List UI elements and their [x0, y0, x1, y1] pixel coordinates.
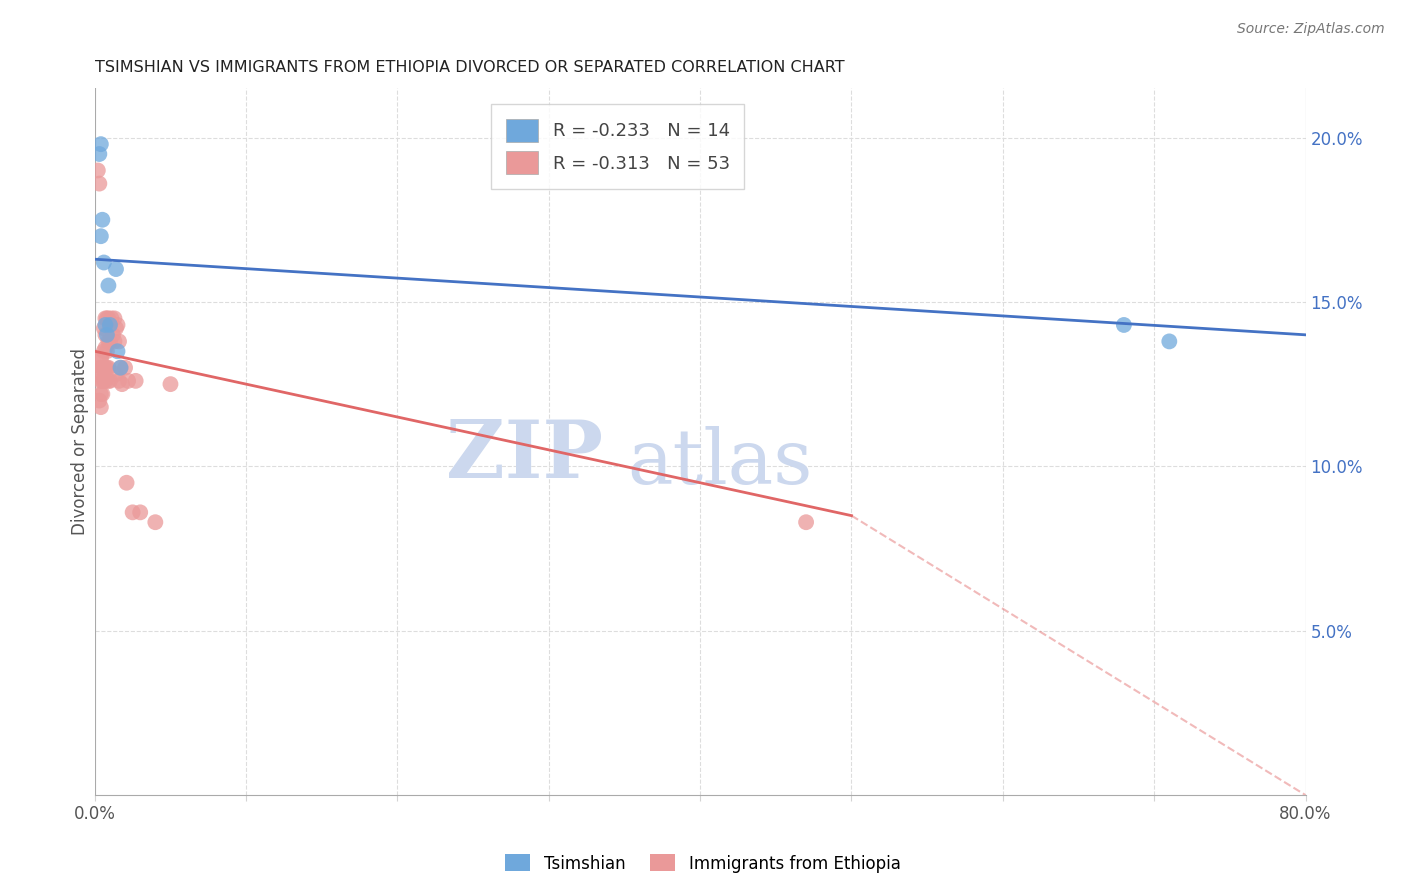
Point [100, 311, 122, 326]
Point [98, 318, 121, 332]
Point [107, 318, 129, 332]
Point [108, 374, 131, 388]
Point [97, 278, 120, 293]
Point [104, 321, 127, 335]
Point [97, 311, 120, 326]
Y-axis label: Divorced or Separated: Divorced or Separated [72, 348, 89, 535]
Point [97, 360, 120, 375]
Point [121, 505, 143, 519]
Point [90, 400, 112, 414]
Point [89, 177, 111, 191]
Point [159, 377, 181, 392]
Point [90, 387, 112, 401]
Point [94, 374, 117, 388]
Point [90, 229, 112, 244]
Point [96, 360, 118, 375]
Point [93, 374, 115, 388]
Point [89, 393, 111, 408]
Point [96, 344, 118, 359]
Point [91, 360, 114, 375]
Point [103, 334, 125, 349]
Point [98, 374, 121, 388]
Point [107, 344, 129, 359]
Point [110, 360, 132, 375]
Text: atlas: atlas [627, 425, 813, 500]
Point [93, 321, 115, 335]
Point [108, 334, 131, 349]
Legend: R = -0.233   N = 14, R = -0.313   N = 53: R = -0.233 N = 14, R = -0.313 N = 53 [491, 104, 744, 189]
Point [90, 351, 112, 365]
Point [101, 327, 124, 342]
Point [91, 360, 114, 375]
Point [143, 515, 166, 529]
Point [91, 212, 114, 227]
Point [98, 318, 121, 332]
Point [111, 377, 134, 392]
Point [89, 360, 111, 375]
Text: ZIP: ZIP [446, 417, 603, 495]
Point [93, 360, 115, 375]
Point [90, 351, 112, 365]
Point [96, 327, 118, 342]
Point [94, 311, 117, 326]
Point [129, 505, 152, 519]
Point [94, 327, 117, 342]
Point [117, 374, 139, 388]
Point [104, 262, 127, 277]
Point [90, 374, 112, 388]
Point [91, 368, 114, 382]
Point [98, 334, 121, 349]
Point [94, 341, 117, 355]
Point [91, 387, 114, 401]
Point [794, 515, 817, 529]
Point [87, 163, 110, 178]
Point [103, 311, 125, 326]
Legend: Tsimshian, Immigrants from Ethiopia: Tsimshian, Immigrants from Ethiopia [499, 847, 907, 880]
Point [124, 374, 146, 388]
Point [1159, 334, 1181, 349]
Point [104, 368, 127, 382]
Text: Source: ZipAtlas.com: Source: ZipAtlas.com [1237, 22, 1385, 37]
Point [97, 374, 120, 388]
Point [115, 475, 138, 490]
Point [91, 374, 114, 388]
Point [94, 318, 117, 332]
Point [94, 360, 117, 375]
Text: TSIMSHIAN VS IMMIGRANTS FROM ETHIOPIA DIVORCED OR SEPARATED CORRELATION CHART: TSIMSHIAN VS IMMIGRANTS FROM ETHIOPIA DI… [94, 60, 845, 75]
Point [93, 344, 115, 359]
Point [114, 360, 136, 375]
Point [1112, 318, 1135, 332]
Point [89, 147, 111, 161]
Point [110, 360, 132, 375]
Point [93, 255, 115, 269]
Point [96, 311, 118, 326]
Point [97, 334, 120, 349]
Point [90, 137, 112, 152]
